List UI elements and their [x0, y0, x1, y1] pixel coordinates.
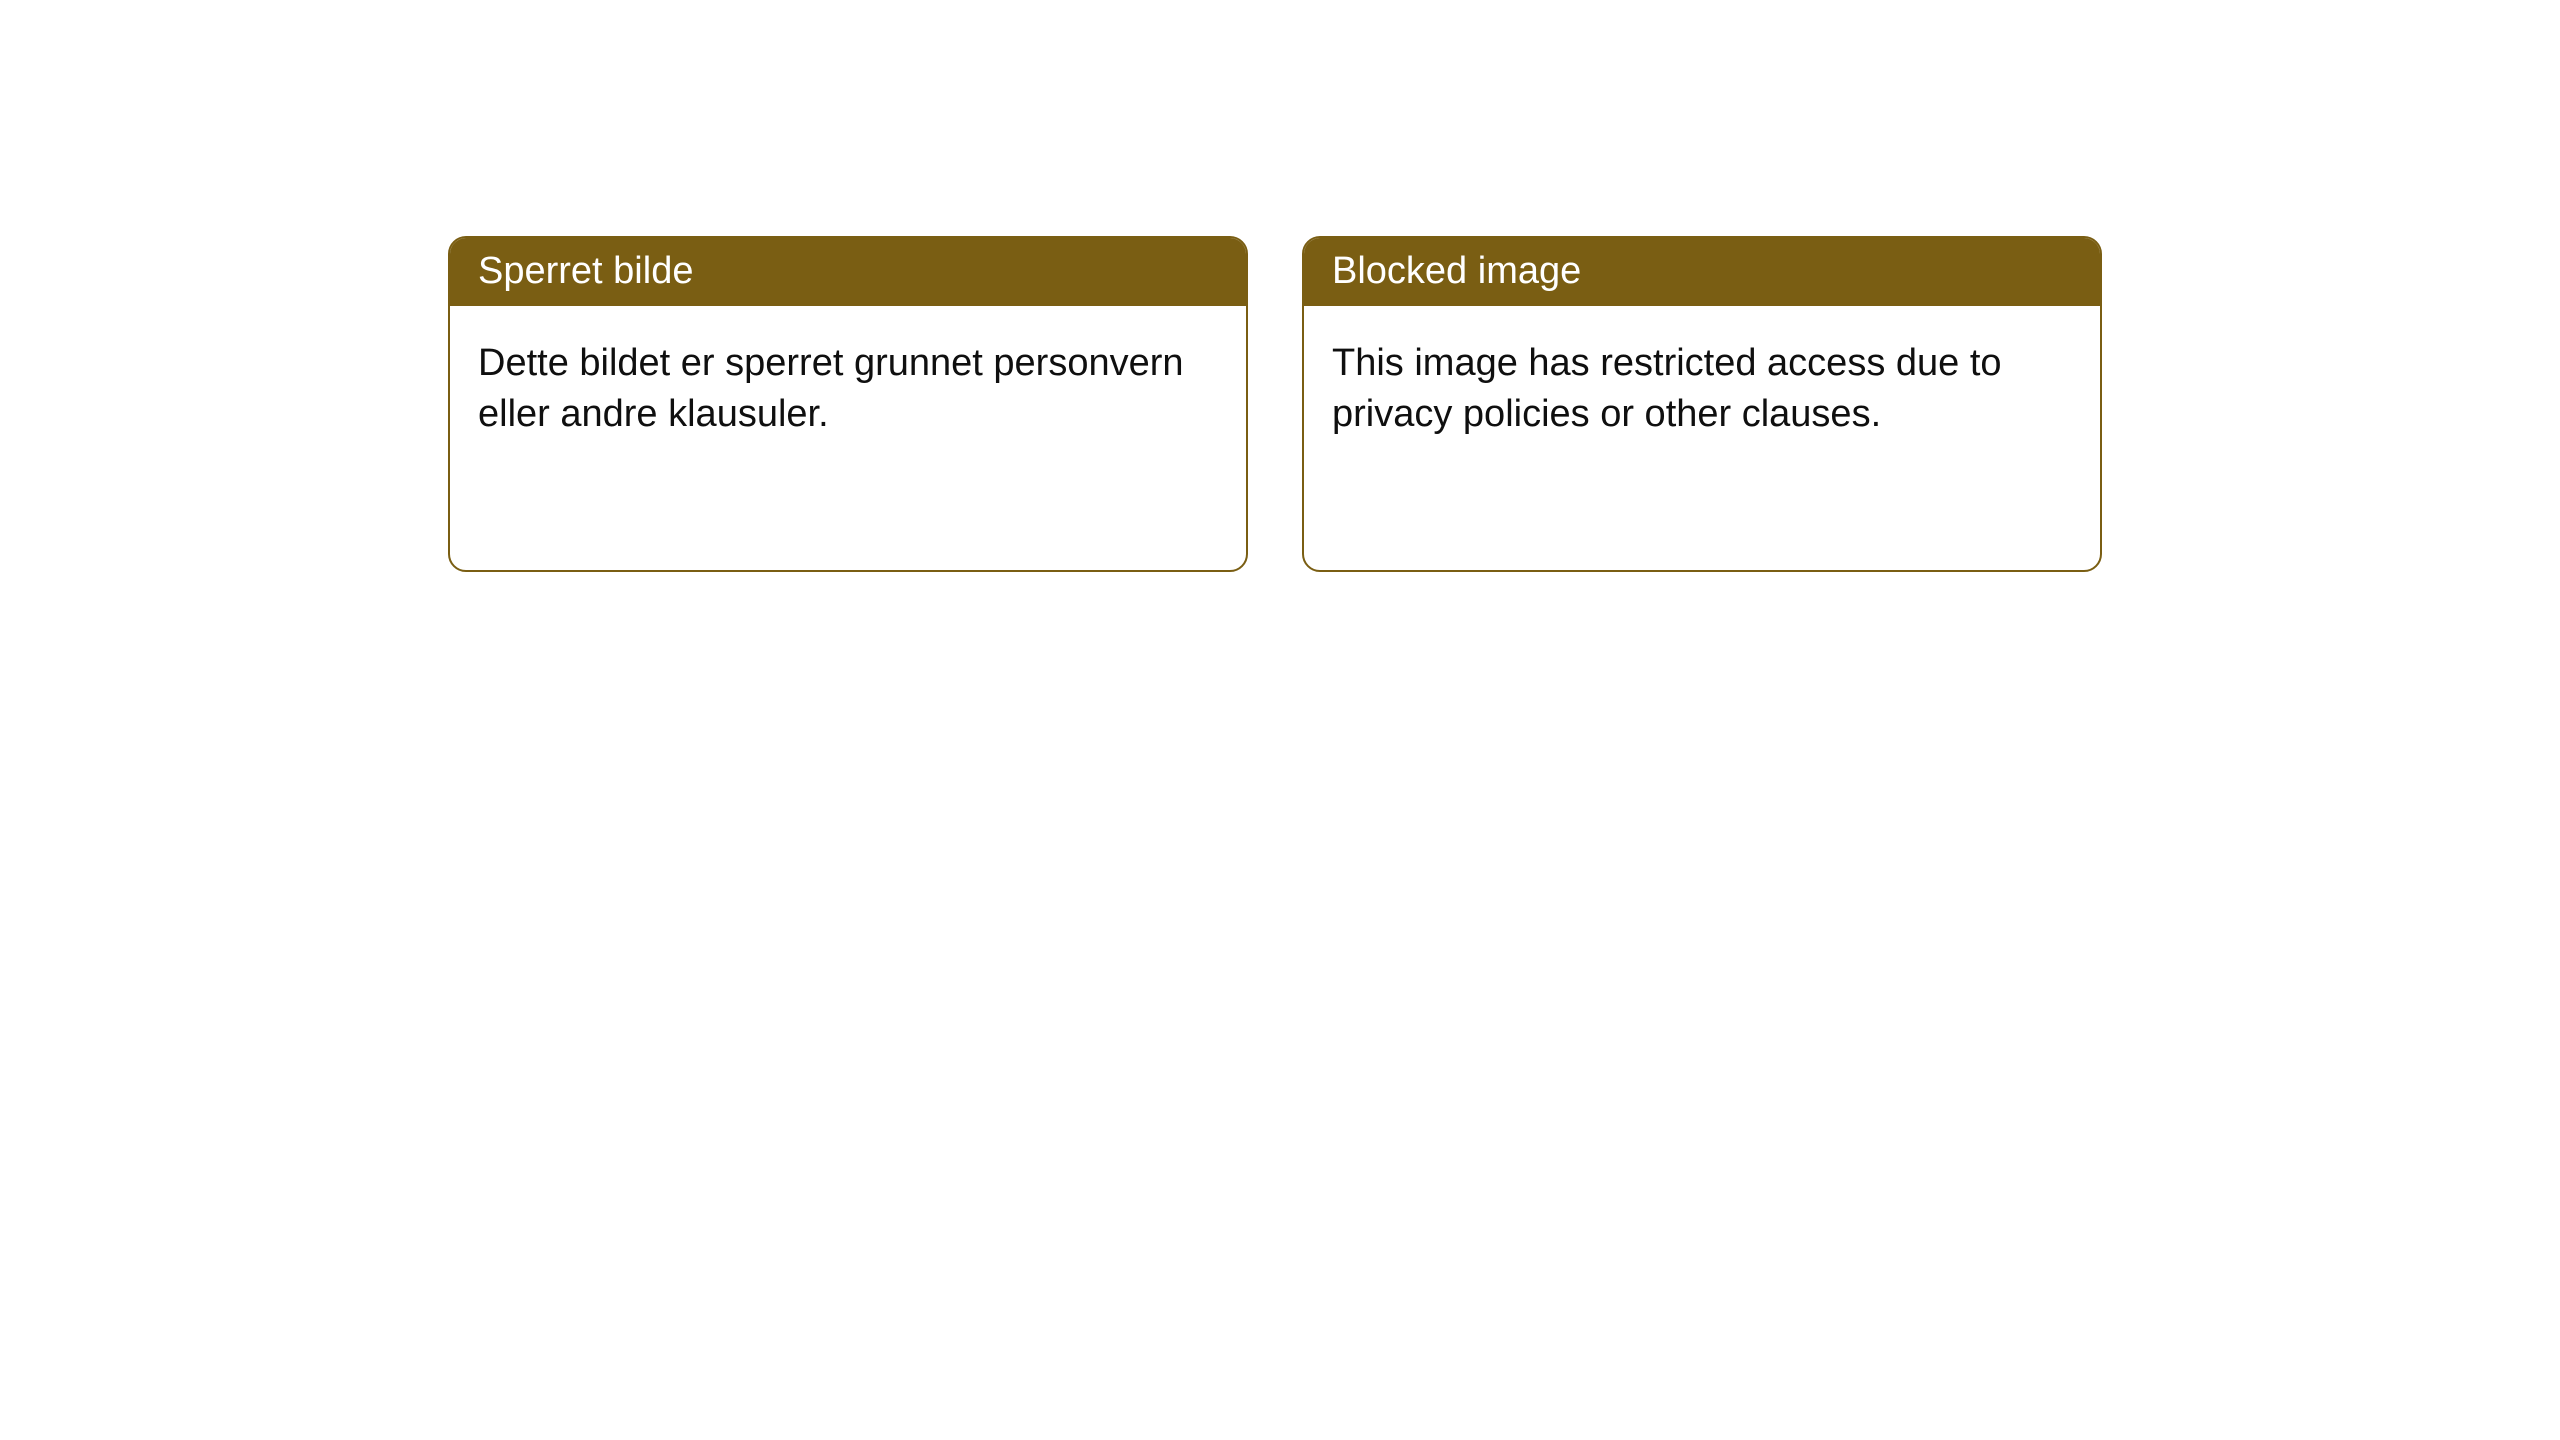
- notice-panel-norwegian: Sperret bilde Dette bildet er sperret gr…: [448, 236, 1248, 572]
- notice-panel-english: Blocked image This image has restricted …: [1302, 236, 2102, 572]
- notice-panel-title: Sperret bilde: [450, 238, 1246, 306]
- notice-panel-title: Blocked image: [1304, 238, 2100, 306]
- notice-panel-container: Sperret bilde Dette bildet er sperret gr…: [448, 236, 2102, 572]
- notice-panel-body: Dette bildet er sperret grunnet personve…: [450, 306, 1246, 473]
- notice-panel-body: This image has restricted access due to …: [1304, 306, 2100, 473]
